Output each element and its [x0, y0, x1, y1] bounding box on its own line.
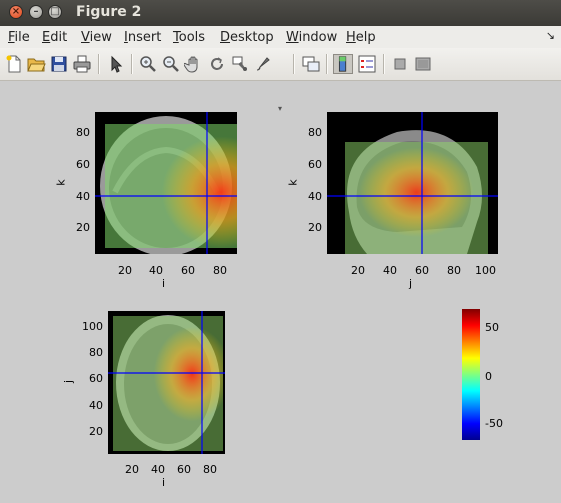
y-tick: 60 [89, 372, 103, 385]
y-tick: 100 [82, 320, 103, 333]
colorbar-tick: -50 [485, 417, 503, 430]
dock-figure-icon[interactable]: ↘ [545, 29, 555, 42]
data-cursor-icon[interactable] [230, 54, 250, 74]
menu-file[interactable]: File [8, 30, 30, 45]
menu-window[interactable]: Window [286, 30, 338, 45]
zoom-out-icon[interactable] [161, 54, 181, 74]
colorbar-toggle-icon[interactable] [333, 54, 353, 74]
brush-dropdown-icon[interactable]: ▾ [278, 104, 283, 113]
pointer-arrow-icon[interactable] [106, 54, 126, 74]
toolbar-separator [98, 54, 100, 74]
y-axis-label: k [286, 179, 300, 186]
x-tick: 20 [125, 463, 139, 476]
toolbar-separator [293, 54, 295, 74]
x-tick: 20 [351, 264, 365, 277]
coronal-slice-image[interactable] [95, 112, 237, 254]
axial-slice-image[interactable] [108, 311, 225, 454]
x-tick: 100 [475, 264, 496, 277]
pan-hand-icon[interactable] [184, 54, 204, 74]
y-tick: 20 [308, 221, 322, 234]
colorbar-tick: 0 [485, 370, 492, 383]
menu-insert[interactable]: Insert [124, 30, 162, 45]
y-tick: 40 [76, 190, 90, 203]
brush-icon[interactable] [253, 54, 273, 74]
colorbar-tick: 50 [485, 321, 499, 334]
hide-plot-tools-icon[interactable] [390, 54, 410, 74]
link-plot-icon[interactable] [301, 54, 321, 74]
x-tick: 80 [213, 264, 227, 277]
figure-toolbar: ▾ [0, 48, 561, 113]
x-tick: 80 [447, 264, 461, 277]
x-axis-label: i [162, 476, 166, 489]
y-tick: 80 [89, 346, 103, 359]
colorbar[interactable] [462, 309, 480, 440]
sagittal-slice-image[interactable] [327, 112, 498, 254]
y-tick: 20 [89, 425, 103, 438]
save-icon[interactable] [49, 54, 69, 74]
x-tick: 60 [415, 264, 429, 277]
y-tick: 60 [76, 158, 90, 171]
zoom-in-icon[interactable] [138, 54, 158, 74]
y-tick: 80 [76, 126, 90, 139]
y-tick: 40 [308, 190, 322, 203]
minimize-window-button[interactable]: – [29, 5, 43, 19]
y-tick: 60 [308, 158, 322, 171]
window-titlebar: × – □ Figure 2 [0, 0, 561, 26]
x-tick: 20 [118, 264, 132, 277]
x-tick: 60 [181, 264, 195, 277]
toolbar-separator [326, 54, 328, 74]
legend-icon[interactable] [357, 54, 377, 74]
print-icon[interactable] [72, 54, 92, 74]
menu-help[interactable]: Help [346, 30, 376, 45]
y-tick: 20 [76, 221, 90, 234]
show-plot-tools-icon[interactable] [413, 54, 433, 74]
menu-edit[interactable]: Edit [42, 30, 68, 45]
y-axis-label: k [54, 179, 68, 186]
menu-desktop[interactable]: Desktop [220, 30, 274, 45]
y-tick: 80 [308, 126, 322, 139]
x-tick: 40 [383, 264, 397, 277]
x-axis-label: j [409, 277, 413, 290]
open-file-icon[interactable] [26, 54, 46, 74]
toolbar-separator [131, 54, 133, 74]
x-axis-label: i [162, 277, 166, 290]
menu-view[interactable]: View [81, 30, 112, 45]
x-tick: 40 [151, 463, 165, 476]
x-tick: 80 [203, 463, 217, 476]
close-window-button[interactable]: × [9, 5, 23, 19]
rotate-3d-icon[interactable] [207, 54, 227, 74]
toolbar-separator [383, 54, 385, 74]
y-tick: 40 [89, 399, 103, 412]
new-figure-icon[interactable] [4, 54, 24, 74]
y-axis-label: j [62, 379, 76, 384]
window-title: Figure 2 [76, 4, 142, 20]
menu-tools[interactable]: Tools [173, 30, 206, 45]
x-tick: 60 [177, 463, 191, 476]
menubar: File Edit View Insert Tools Desktop Wind… [0, 26, 561, 48]
maximize-window-button[interactable]: □ [48, 5, 62, 19]
x-tick: 40 [149, 264, 163, 277]
